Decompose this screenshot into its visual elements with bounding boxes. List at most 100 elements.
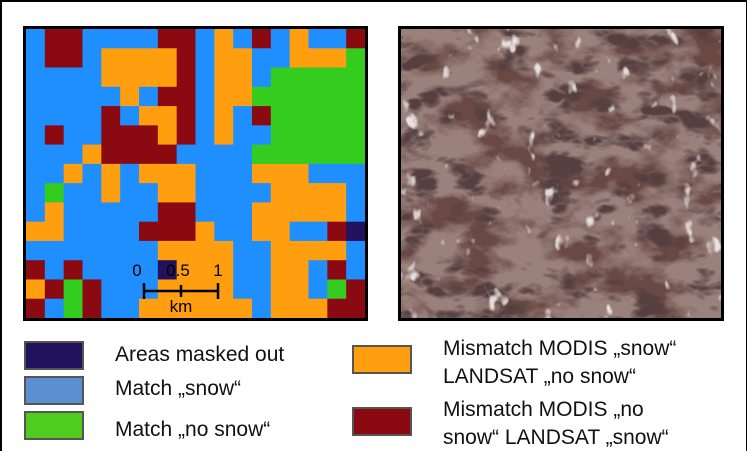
grid-cell-match-snow (44, 67, 65, 88)
grid-cell-mismatch-modis-snow (63, 163, 84, 184)
grid-cell-mismatch-modis-no-snow (120, 125, 140, 146)
grid-cell-mismatch-modis-snow (233, 67, 253, 88)
grid-cell-match-snow (327, 163, 347, 184)
grid-cell-match-no-snow (252, 86, 272, 107)
grid-cell-mismatch-modis-snow (308, 202, 328, 223)
grid-cell-match-no-snow (346, 48, 365, 69)
grid-cell-match-snow (26, 125, 46, 146)
grid-cell-match-snow (82, 221, 102, 242)
grid-cell-mismatch-modis-snow (157, 67, 178, 88)
grid-cell-mismatch-modis-no-snow (82, 279, 102, 300)
grid-cell-mismatch-modis-snow (157, 106, 178, 126)
grid-cell-match-snow (139, 240, 159, 261)
grid-cell-match-snow (308, 260, 328, 281)
grid-cell-match-no-snow (289, 67, 310, 88)
grid-cell-match-snow (82, 106, 102, 126)
grid-cell-match-snow (120, 221, 140, 242)
grid-cell-match-snow (120, 29, 140, 49)
grid-cell-match-snow (120, 202, 140, 223)
grid-cell-mismatch-modis-snow (289, 163, 310, 184)
grid-cell-match-snow (233, 183, 253, 203)
grid-cell-mismatch-modis-snow (44, 221, 65, 242)
grid-cell-match-snow (195, 29, 215, 49)
grid-cell-match-snow (120, 260, 140, 281)
legend-label-match-snow: Match „snow“ (115, 377, 242, 400)
grid-cell-match-snow (195, 125, 215, 146)
grid-cell-match-no-snow (346, 144, 365, 165)
grid-cell-match-snow (195, 144, 215, 165)
grid-cell-match-snow (120, 106, 140, 126)
grid-cell-mismatch-modis-no-snow (120, 144, 140, 165)
grid-cell-mismatch-modis-no-snow (176, 48, 197, 69)
grid-cell-match-snow (195, 86, 215, 107)
grid-cell-match-snow (44, 298, 65, 318)
grid-cell-match-snow (233, 29, 253, 49)
grid-cell-match-no-snow (327, 144, 347, 165)
grid-cell-match-snow (63, 106, 84, 126)
grid-cell-mismatch-modis-snow (289, 29, 310, 49)
grid-cell-mismatch-modis-snow (327, 48, 347, 69)
legend-label-match-no-snow: Match „no snow“ (115, 418, 271, 441)
grid-cell-match-snow (252, 125, 272, 146)
grid-cell-mismatch-modis-no-snow (82, 298, 102, 318)
grid-cell-mismatch-modis-snow (270, 240, 291, 261)
grid-cell-match-snow (44, 163, 65, 184)
grid-cell-match-snow (26, 67, 46, 88)
grid-cell-mismatch-modis-snow (214, 298, 234, 318)
grid-cell-match-no-snow (289, 106, 310, 126)
grid-cell-match-no-snow (346, 86, 365, 107)
grid-cell-mismatch-modis-snow (214, 260, 234, 281)
grid-cell-match-snow (270, 29, 291, 49)
grid-cell-mismatch-modis-snow (157, 240, 178, 261)
grid-cell-match-snow (214, 202, 234, 223)
grid-cell-masked (346, 221, 365, 242)
grid-cell-match-snow (195, 67, 215, 88)
grid-cell-mismatch-modis-no-snow (176, 221, 197, 242)
scale-tick-1: 1 (213, 261, 222, 280)
grid-cell-match-snow (289, 221, 310, 242)
grid-cell-mismatch-modis-snow (176, 183, 197, 203)
grid-cell-mismatch-modis-no-snow (139, 144, 159, 165)
grid-cell-mismatch-modis-snow (139, 106, 159, 126)
grid-cell-mismatch-modis-snow (195, 260, 215, 281)
grid-cell-mismatch-modis-no-snow (63, 48, 84, 69)
grid-cell-mismatch-modis-no-snow (346, 29, 365, 49)
grid-cell-mismatch-modis-snow (26, 279, 46, 300)
grid-cell-match-snow (308, 279, 328, 300)
grid-cell-mismatch-modis-no-snow (252, 106, 272, 126)
grid-cell-mismatch-modis-no-snow (26, 298, 46, 318)
grid-cell-match-snow (26, 202, 46, 223)
grid-cell-match-snow (233, 279, 253, 300)
grid-cell-match-snow (44, 86, 65, 107)
grid-cell-match-snow (101, 260, 121, 281)
grid-cell-mismatch-modis-snow (157, 183, 178, 203)
grid-cell-match-no-snow (346, 106, 365, 126)
grid-cell-mismatch-modis-snow (270, 221, 291, 242)
grid-cell-mismatch-modis-snow (120, 86, 140, 107)
legend-label-mismatch-modis-no-snow-2: snow“ LANDSAT „snow“ (443, 426, 669, 449)
grid-cell-match-snow (233, 106, 253, 126)
grid-cell-match-snow (82, 260, 102, 281)
landsat-image (398, 26, 724, 321)
grid-cell-mismatch-modis-snow (308, 298, 328, 318)
grid-cell-mismatch-modis-snow (101, 67, 121, 88)
grid-cell-match-snow (63, 125, 84, 146)
grid-cell-match-no-snow (346, 125, 365, 146)
grid-cell-match-snow (252, 67, 272, 88)
grid-cell-match-snow (63, 67, 84, 88)
grid-cell-match-snow (139, 29, 159, 49)
grid-cell-mismatch-modis-no-snow (157, 202, 178, 223)
grid-cell-match-no-snow (327, 67, 347, 88)
grid-cell-match-snow (346, 202, 365, 223)
grid-cell-mismatch-modis-snow (157, 48, 178, 69)
grid-cell-match-snow (44, 144, 65, 165)
grid-cell-mismatch-modis-snow (195, 221, 215, 242)
grid-cell-mismatch-modis-no-snow (63, 29, 84, 49)
grid-cell-match-no-snow (327, 125, 347, 146)
grid-cell-mismatch-modis-no-snow (327, 221, 347, 242)
grid-cell-mismatch-modis-snow (233, 298, 253, 318)
grid-cell-match-snow (346, 260, 365, 281)
grid-cell-mismatch-modis-snow (120, 67, 140, 88)
grid-cell-mismatch-modis-snow (214, 240, 234, 261)
grid-cell-mismatch-modis-snow (26, 221, 46, 242)
